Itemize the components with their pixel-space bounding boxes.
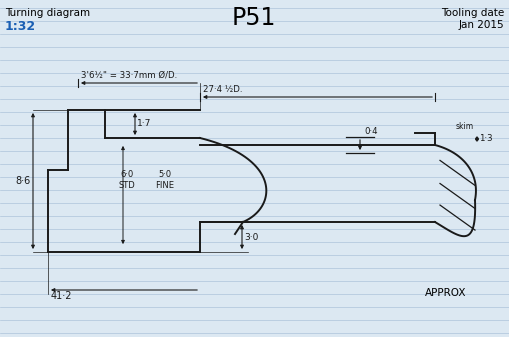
Text: P51: P51 xyxy=(232,6,276,30)
Text: Tooling date: Tooling date xyxy=(441,8,504,18)
Text: 8·6: 8·6 xyxy=(16,176,31,186)
Text: APPROX: APPROX xyxy=(425,288,467,298)
Text: 1·3: 1·3 xyxy=(479,134,493,143)
Text: 41·2: 41·2 xyxy=(51,291,72,301)
Text: 27·4 ½D.: 27·4 ½D. xyxy=(203,85,242,94)
Text: 3'6½" = 33·7mm Ø/D.: 3'6½" = 33·7mm Ø/D. xyxy=(81,71,177,80)
Text: 3·0: 3·0 xyxy=(244,233,259,242)
Text: 5·0
FINE: 5·0 FINE xyxy=(156,170,175,190)
Text: 1·7: 1·7 xyxy=(137,120,151,128)
Text: 0·4: 0·4 xyxy=(364,127,378,136)
Text: 1:32: 1:32 xyxy=(5,20,36,33)
Text: 6·0
STD: 6·0 STD xyxy=(119,170,135,190)
Text: Jan 2015: Jan 2015 xyxy=(459,20,504,30)
Text: Turning diagram: Turning diagram xyxy=(5,8,90,18)
Text: skim: skim xyxy=(456,122,474,131)
